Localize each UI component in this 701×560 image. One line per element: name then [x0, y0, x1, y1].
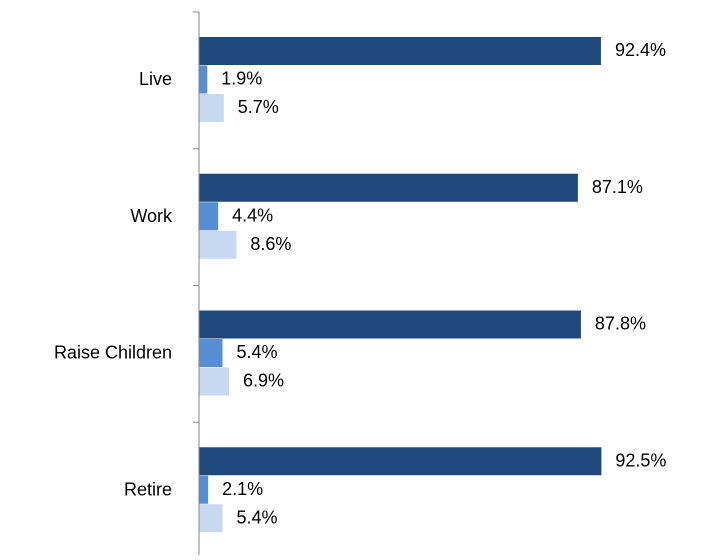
y-tick-label: Work	[130, 206, 173, 226]
data-label: 87.8%	[595, 314, 646, 334]
data-label: 8.6%	[250, 234, 291, 254]
data-label: 1.9%	[221, 69, 262, 89]
data-label: 5.4%	[236, 342, 277, 362]
data-label: 5.4%	[236, 507, 277, 527]
data-label: 5.7%	[238, 97, 279, 117]
bar	[199, 504, 223, 533]
bar	[199, 173, 578, 202]
data-label: 6.9%	[243, 371, 284, 391]
data-label: 87.1%	[592, 177, 643, 197]
data-label: 92.4%	[615, 40, 666, 60]
bar	[199, 202, 219, 231]
data-label: 92.5%	[615, 450, 666, 470]
data-label: 2.1%	[222, 479, 263, 499]
y-tick-label: Raise Children	[54, 343, 172, 363]
bar	[199, 367, 230, 396]
bar	[199, 339, 223, 367]
bar	[199, 94, 224, 122]
bar	[199, 230, 237, 259]
bar	[199, 37, 601, 65]
y-tick-label: Live	[139, 69, 172, 89]
bar	[199, 310, 581, 339]
y-tick-label: Retire	[124, 479, 172, 499]
data-label: 4.4%	[232, 205, 273, 225]
bar	[199, 447, 602, 476]
bar	[199, 475, 209, 504]
bar	[199, 65, 208, 94]
